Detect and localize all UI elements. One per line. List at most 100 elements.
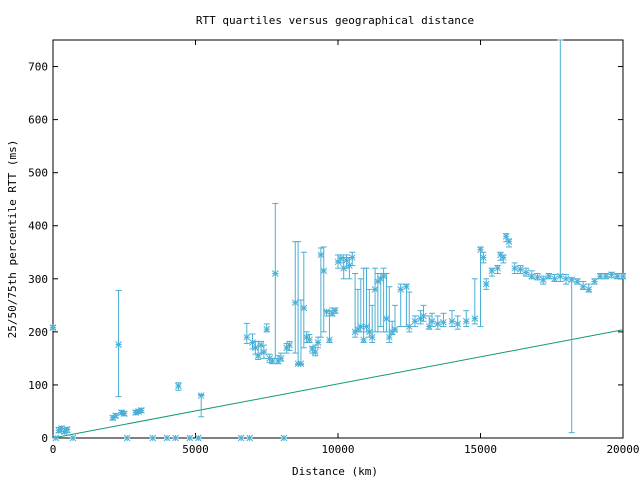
data-point: [371, 286, 379, 293]
data-point: [269, 357, 276, 365]
data-point: [260, 348, 268, 356]
data-point: [602, 272, 610, 280]
x-tick-label: 0: [50, 443, 57, 456]
data-point: [482, 280, 490, 288]
data-point: [331, 307, 339, 314]
data-point: [63, 426, 71, 433]
data-point: [194, 434, 202, 442]
y-tick-label: 600: [28, 114, 48, 127]
data-point: [411, 317, 419, 325]
data-point: [246, 434, 254, 442]
x-tick-label: 20000: [606, 443, 639, 456]
data-point: [357, 323, 365, 330]
markers: [49, 232, 627, 442]
data-point: [420, 312, 427, 320]
data-point: [528, 272, 536, 280]
data-point: [365, 328, 373, 336]
data-point: [380, 272, 387, 280]
y-ticks: 0 100 200 300 400 500 600 700: [28, 61, 623, 445]
data-point: [539, 276, 547, 284]
data-point: [311, 348, 319, 356]
data-point: [596, 272, 604, 280]
data-point: [320, 267, 328, 275]
y-tick-label: 500: [28, 167, 48, 180]
data-point: [448, 317, 456, 325]
data-point: [343, 256, 350, 264]
plot-frame: [52, 39, 624, 439]
data-point: [317, 251, 325, 259]
x-tick-label: 5000: [182, 443, 209, 456]
data-point: [454, 320, 462, 328]
data-point: [488, 267, 496, 275]
y-tick-label: 200: [28, 326, 48, 339]
data-point: [251, 344, 259, 352]
x-ticks: 0 5000 10000 15000 20000: [50, 40, 640, 456]
data-point: [149, 434, 157, 442]
data-point: [254, 352, 262, 360]
y-tick-label: 400: [28, 220, 48, 233]
data-point: [137, 407, 145, 414]
data-point: [52, 434, 60, 442]
data-point: [562, 275, 570, 283]
data-point: [314, 339, 322, 346]
data-point: [363, 323, 370, 330]
data-point: [197, 392, 205, 399]
data-point: [403, 283, 410, 291]
data-point: [613, 272, 621, 280]
data-point: [340, 264, 348, 272]
data-point: [579, 283, 587, 291]
data-point: [115, 341, 122, 348]
trend-line: [52, 329, 624, 439]
data-point: [286, 341, 293, 349]
data-point: [120, 410, 128, 417]
y-axis-label: 25/50/75th percentile RTT (ms): [6, 140, 19, 339]
data-point: [428, 317, 436, 325]
y-tick-label: 300: [28, 273, 48, 286]
data-point: [425, 323, 433, 330]
data-point: [186, 434, 194, 442]
data-point: [517, 265, 524, 273]
data-point: [277, 355, 285, 362]
data-point: [172, 434, 179, 442]
data-point: [505, 238, 513, 246]
data-point: [297, 360, 305, 368]
data-point: [494, 264, 501, 272]
error-bars: [50, 39, 626, 435]
data-point: [585, 286, 593, 293]
data-point: [163, 434, 171, 442]
data-point: [175, 382, 182, 390]
data-point: [326, 336, 333, 344]
data-point: [291, 299, 299, 307]
data-point: [551, 275, 558, 283]
y-tick-label: 100: [28, 379, 48, 392]
data-point: [391, 325, 399, 333]
data-point: [591, 278, 598, 285]
data-point: [337, 255, 345, 262]
data-point: [69, 434, 77, 442]
data-point: [346, 262, 353, 269]
data-point: [479, 254, 487, 261]
data-point: [502, 232, 510, 240]
data-point: [300, 304, 308, 312]
data-point: [556, 272, 564, 280]
data-point: [271, 270, 279, 277]
data-point: [112, 412, 120, 420]
data-point: [619, 272, 627, 280]
data-point: [237, 434, 245, 442]
data-point: [323, 308, 330, 316]
data-point: [440, 318, 447, 326]
data-point: [360, 336, 368, 344]
data-point: [471, 315, 479, 322]
data-point: [499, 254, 507, 261]
data-point: [522, 269, 530, 276]
data-point: [306, 336, 313, 344]
y-tick-label: 700: [28, 61, 48, 74]
data-point: [383, 315, 390, 322]
data-point: [49, 324, 57, 331]
data-point: [123, 434, 131, 442]
data-point: [434, 320, 442, 328]
data-point: [397, 286, 405, 293]
y-tick-label: 0: [41, 432, 48, 445]
data-point: [574, 278, 581, 285]
